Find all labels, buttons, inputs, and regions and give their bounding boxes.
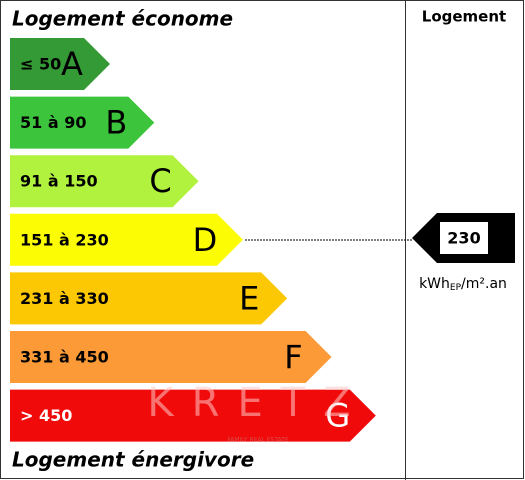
class-arrow bbox=[10, 213, 243, 266]
class-arrow bbox=[10, 389, 376, 442]
class-range: > 450 bbox=[20, 406, 72, 425]
class-range: 231 à 330 bbox=[20, 289, 109, 308]
watermark-tagline: FAMILY REAL ESTATE bbox=[227, 437, 288, 444]
unit-rest: /m².an bbox=[461, 276, 507, 292]
class-letter: F bbox=[284, 338, 302, 376]
class-arrow bbox=[10, 155, 199, 208]
class-arrow bbox=[10, 272, 288, 325]
unit: kWh bbox=[419, 276, 450, 292]
class-letter: B bbox=[105, 104, 127, 142]
watermark-brand: KRETZ bbox=[147, 380, 368, 426]
classes: ≤ 50 A 51 à 90 B 91 à 150 C 151 à 230 D 231 à 33… bbox=[10, 38, 376, 442]
class-letter: A bbox=[61, 45, 83, 83]
indicator-value: 230 bbox=[447, 229, 480, 248]
class-range: 151 à 230 bbox=[20, 230, 109, 249]
class-arrow bbox=[10, 331, 332, 383]
unit-sub: EP bbox=[450, 283, 462, 293]
class-range: ≤ 50 bbox=[20, 55, 61, 74]
indicator-box bbox=[440, 222, 488, 254]
class-letter: G bbox=[325, 397, 350, 435]
class-range: 51 à 90 bbox=[20, 113, 86, 132]
class-range: 331 à 450 bbox=[20, 348, 109, 367]
indicator-unit: kWhEP/m².an bbox=[419, 276, 507, 293]
class-letter: E bbox=[239, 279, 259, 317]
column-header: Logement bbox=[422, 8, 506, 26]
class-letter: D bbox=[193, 221, 218, 259]
class-letter: C bbox=[149, 162, 171, 200]
title-top: Logement économe bbox=[12, 7, 233, 31]
title-bottom: Logement énergivore bbox=[12, 448, 254, 472]
class-range: 91 à 150 bbox=[20, 172, 98, 191]
class-arrow bbox=[10, 96, 155, 149]
class-arrow bbox=[10, 38, 110, 90]
